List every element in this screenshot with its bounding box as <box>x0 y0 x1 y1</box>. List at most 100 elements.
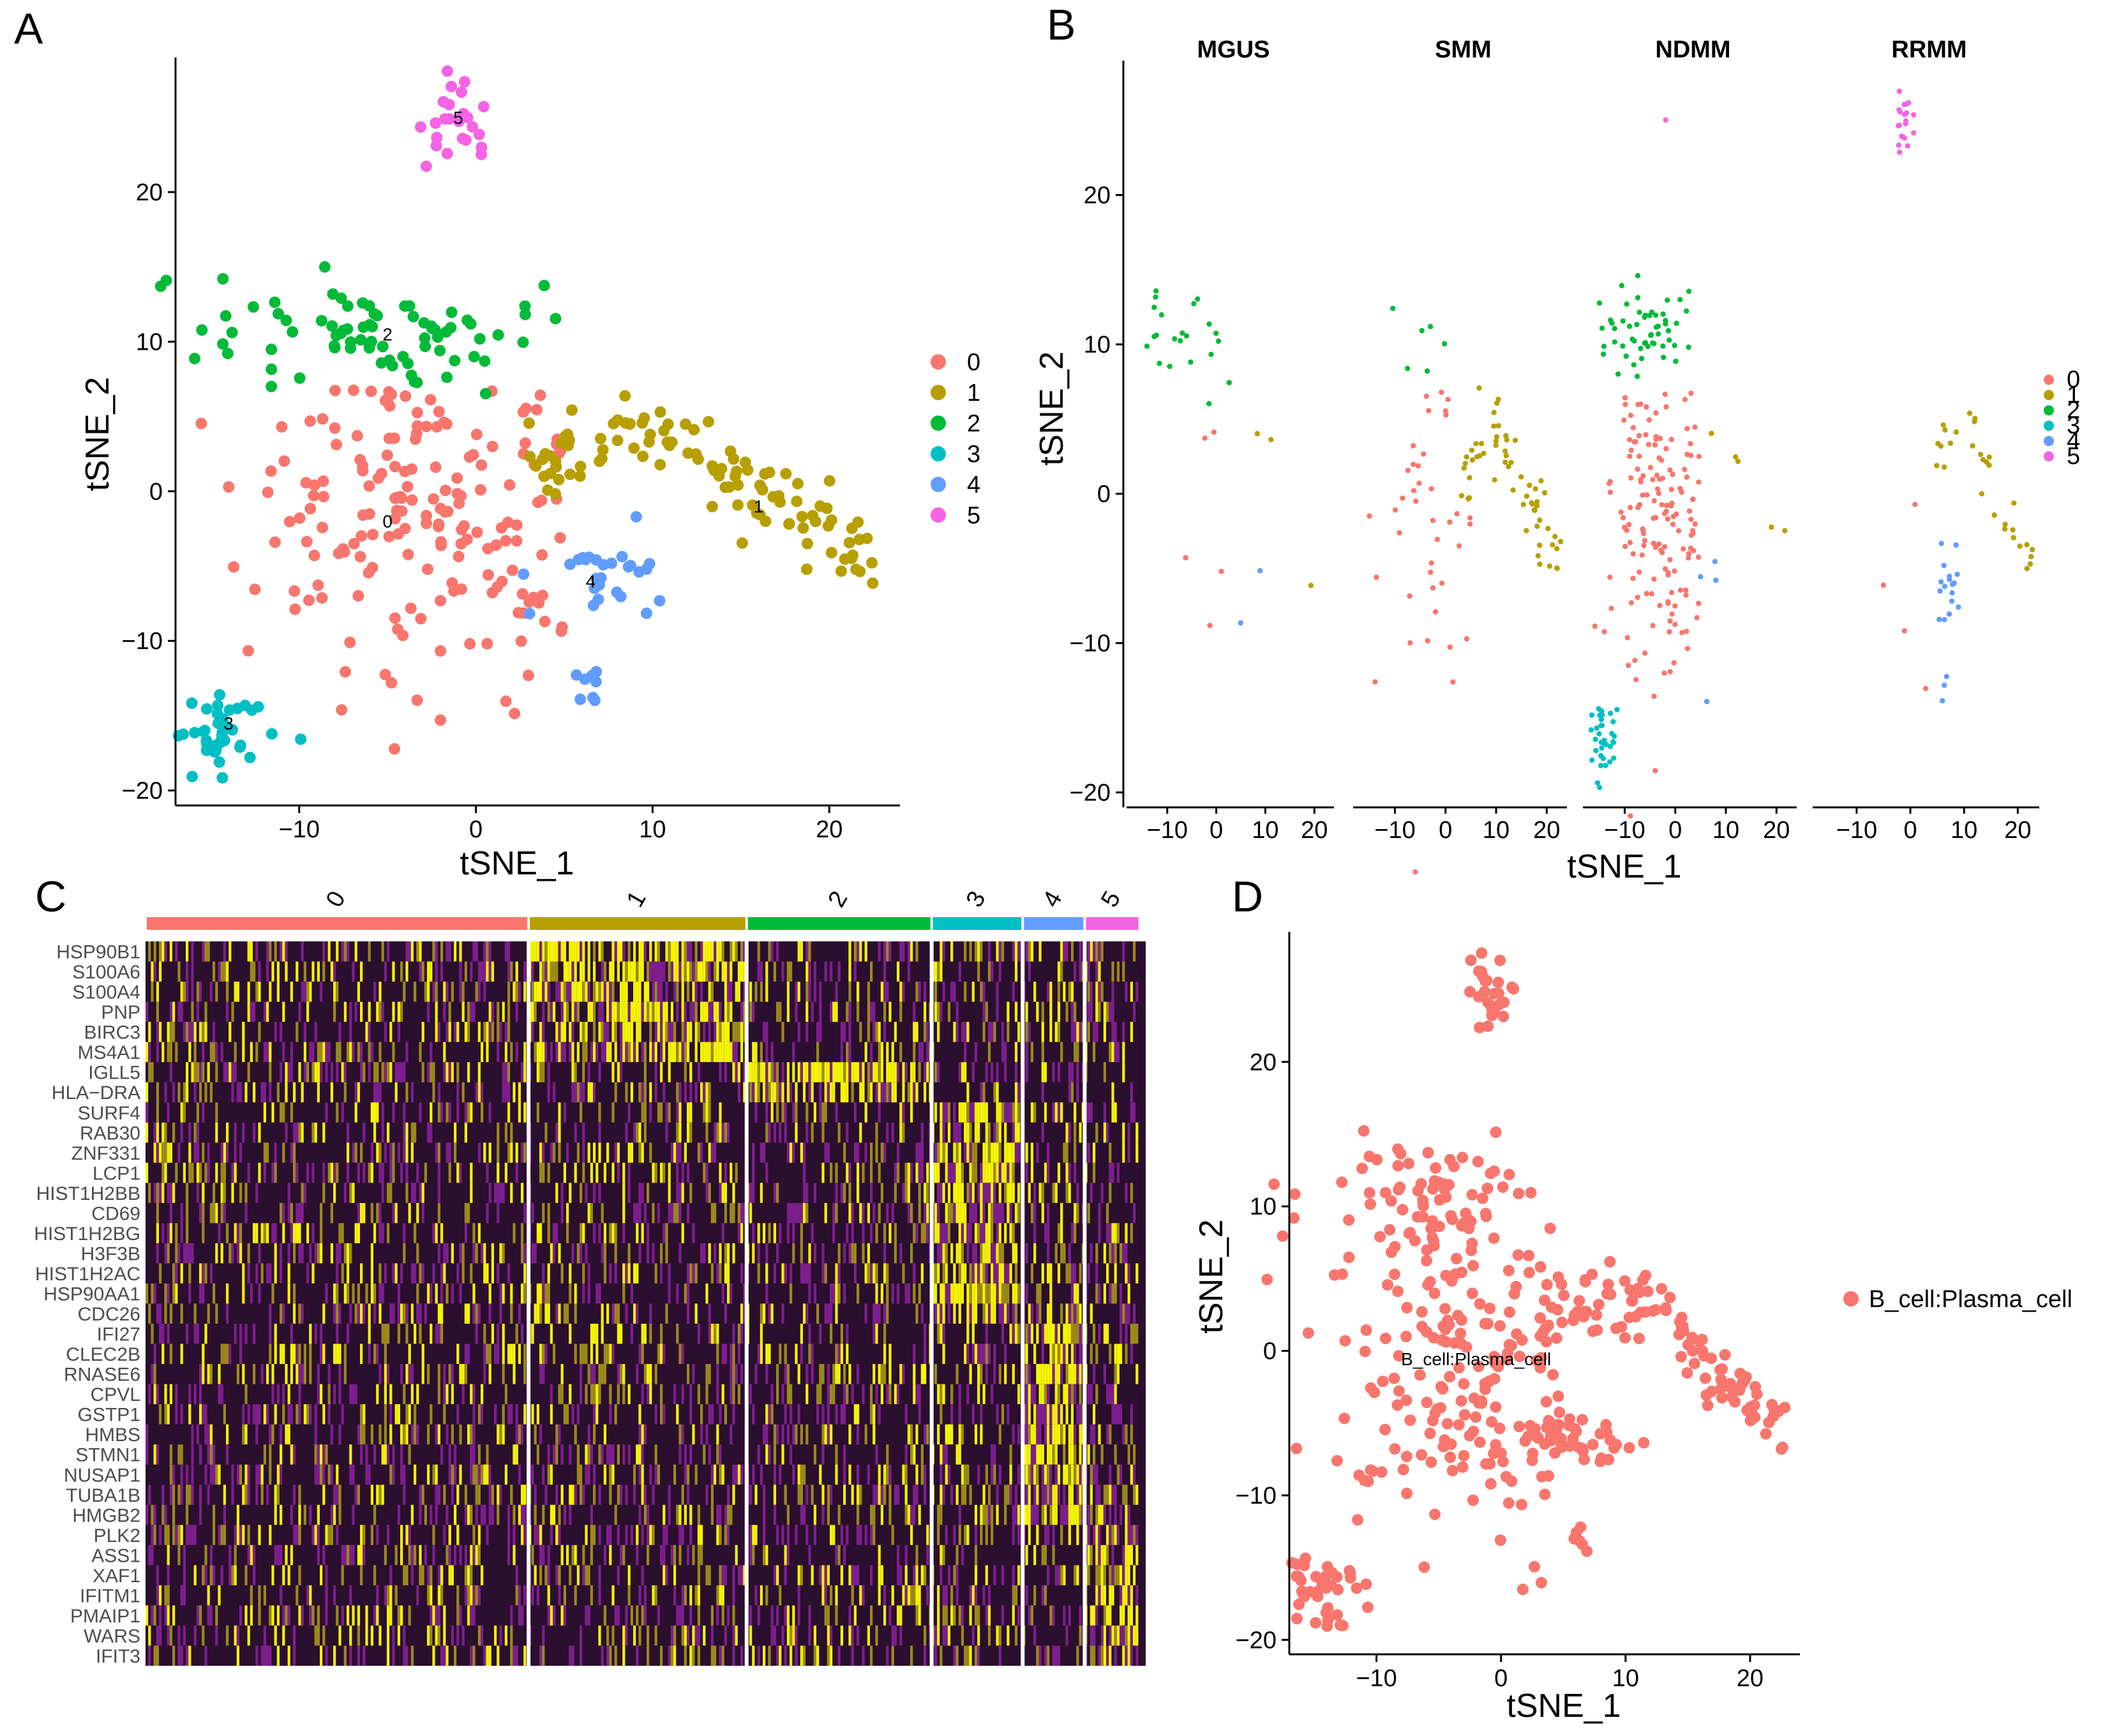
heat-cell <box>287 1243 290 1264</box>
heat-cell <box>1017 1082 1021 1103</box>
heat-cell <box>998 941 1001 962</box>
cluster-2-point <box>434 345 446 357</box>
heat-cell <box>763 1142 766 1163</box>
heat-cell <box>996 1001 999 1022</box>
heat-cell <box>1004 1223 1007 1243</box>
heat-cell <box>1122 1303 1125 1324</box>
cluster-1-point <box>801 563 813 575</box>
heat-cell <box>953 1263 956 1283</box>
heat-cell <box>837 1343 841 1365</box>
heat-cell <box>964 982 967 1002</box>
heat-cell <box>560 1384 564 1405</box>
heat-cell <box>643 1122 647 1143</box>
cluster-3-point <box>1599 745 1605 751</box>
heat-cell <box>708 1082 711 1103</box>
heat-cell <box>859 1062 862 1082</box>
heat-cell <box>924 1343 927 1365</box>
heat-cell <box>1054 1243 1058 1264</box>
heat-cell <box>587 1142 590 1163</box>
heat-cell <box>614 1082 617 1103</box>
heat-cell <box>819 1324 822 1344</box>
heat-cell <box>781 1444 784 1465</box>
cluster-1-point <box>1466 495 1472 501</box>
heat-cell <box>719 1183 722 1203</box>
heat-cell <box>676 1324 679 1344</box>
heat-cell <box>416 1384 419 1405</box>
heat-cell <box>710 1202 714 1223</box>
heat-cell <box>477 1444 481 1465</box>
heat-cell <box>392 1142 395 1163</box>
heat-cell <box>1135 1263 1139 1283</box>
cluster-2-point <box>1655 324 1661 329</box>
heat-cell <box>336 982 339 1002</box>
heat-cell <box>188 1243 191 1264</box>
heat-cell <box>660 1042 663 1063</box>
heat-cell <box>786 1384 790 1405</box>
heat-cell <box>641 1183 644 1203</box>
heat-cell <box>870 961 873 982</box>
heat-cell <box>886 1464 889 1485</box>
heat-cell <box>996 1162 999 1183</box>
cluster-2-point <box>1600 351 1607 357</box>
heat-cell <box>1133 1324 1136 1344</box>
heat-cell <box>531 961 534 982</box>
heat-cell <box>349 1384 352 1405</box>
heat-cell <box>255 1464 258 1485</box>
cluster-1-point <box>1991 512 1997 518</box>
heat-cell <box>732 1324 735 1344</box>
heat-cell <box>953 1162 956 1183</box>
heat-cell <box>622 1223 626 1243</box>
heat-cell <box>258 1464 261 1485</box>
heat-cell <box>161 1042 165 1063</box>
heat-cell <box>689 1122 693 1143</box>
cluster-1-point <box>866 557 878 569</box>
cluster-2-point <box>1191 301 1197 306</box>
heat-cell <box>504 1384 507 1405</box>
heat-cell <box>172 1283 176 1304</box>
heat-cell <box>1090 1485 1093 1505</box>
heat-cell <box>365 1283 368 1304</box>
heat-cell <box>1054 1384 1058 1405</box>
heat-cell <box>357 1082 360 1103</box>
heat-cell <box>1109 1424 1112 1445</box>
heat-cell <box>1036 1324 1039 1344</box>
heat-cell <box>998 1263 1001 1283</box>
heat-cell <box>641 1464 644 1485</box>
heat-cell <box>483 1142 486 1163</box>
heat-cell <box>349 1001 352 1022</box>
heat-cell <box>633 1202 636 1223</box>
cluster-0-point <box>317 475 329 487</box>
heat-cell <box>510 1042 513 1063</box>
heat-cell <box>636 1364 639 1384</box>
heat-cell <box>1093 1324 1096 1344</box>
cluster-1-point <box>1733 454 1739 460</box>
cluster-2-point <box>1635 295 1641 301</box>
heat-cell <box>263 1162 266 1183</box>
heat-cell <box>676 941 679 962</box>
cluster-1-point <box>2028 553 2034 560</box>
heat-cell <box>1079 1404 1082 1425</box>
heat-cell <box>1125 1303 1128 1324</box>
heat-cell <box>582 1122 585 1143</box>
heat-cell <box>765 1364 768 1384</box>
heat-cell <box>488 1303 491 1324</box>
heat-cell <box>590 1343 593 1365</box>
heat-cell <box>953 1122 956 1143</box>
cluster-0-point <box>357 465 369 477</box>
heat-cell <box>539 1022 543 1042</box>
cluster-5-point <box>441 65 453 77</box>
heat-cell <box>419 1324 422 1344</box>
heat-cell <box>250 1042 253 1063</box>
heat-cell <box>687 1042 690 1063</box>
cluster-1-point <box>564 468 576 481</box>
heat-cell <box>1060 1243 1063 1264</box>
legend-key-5 <box>2044 451 2054 461</box>
cluster-1-point <box>542 484 554 496</box>
heat-cell <box>156 1444 159 1465</box>
cluster-2-point <box>377 341 389 352</box>
heat-cell <box>274 1404 277 1425</box>
heat-cell <box>730 982 733 1002</box>
cluster-2-point <box>1663 321 1668 327</box>
heat-cell <box>1070 941 1074 962</box>
